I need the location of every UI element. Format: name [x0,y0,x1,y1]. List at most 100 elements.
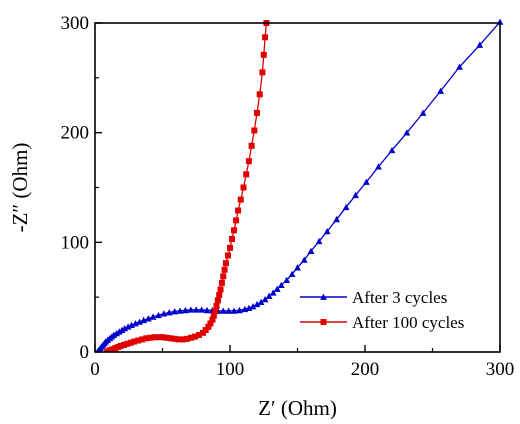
series-2-point-18 [167,335,174,342]
series-1-point-14 [121,325,129,332]
series-1-point-19 [140,316,147,324]
series-1-point-40 [249,303,257,310]
series-2-point-7 [124,340,131,347]
series-2-point-55 [259,69,266,76]
series-2-point-23 [187,334,194,341]
series-1-point-39 [245,304,253,312]
series-2-point-8 [127,339,134,346]
series-1-point-29 [192,306,200,313]
series-2-point-45 [233,217,240,224]
series-2-point-24 [191,333,198,340]
series-1-point-31 [203,306,211,314]
series-1-point-48 [283,276,291,284]
series-2-point-16 [159,334,166,341]
y-axis-title: -Z″ (Ohm) [8,143,32,233]
series-1-point-27 [182,306,189,314]
series-2-point-14 [151,334,158,341]
series-1-point-35 [225,307,233,314]
series-2-point-9 [131,338,138,345]
series-1 [95,19,504,352]
series-2 [104,20,270,352]
series-2-point-56 [260,51,267,58]
series-2-point-35 [216,291,223,298]
x-axis-title: Z′ (Ohm) [258,396,337,419]
x-tick-label-1: 100 [216,359,245,380]
series-1-point-50 [294,264,301,271]
series-2-point-31 [210,312,217,319]
legend-label-1: After 3 cycles [352,288,447,307]
series-1-point-36 [230,307,238,314]
y-tick-label-0: 0 [80,342,90,363]
series-1-point-23 [160,310,168,317]
series-1-point-42 [257,298,265,305]
y-tick-label-3: 300 [61,13,90,34]
series-1-point-41 [253,300,261,308]
legend: After 3 cycles After 100 cycles [300,288,464,332]
series-1-point-65 [476,41,484,48]
series-1-point-57 [352,191,359,199]
series-layer [95,19,504,352]
series-1-point-64 [456,63,463,70]
series-1-point-46 [273,285,281,292]
series-2-point-49 [243,171,250,178]
series-1-point-24 [165,309,173,316]
series-2-point-29 [207,320,214,327]
series-2-point-54 [256,91,263,98]
series-1-point-18 [136,318,143,325]
series-1-point-30 [198,306,206,313]
series-2-point-53 [254,109,260,116]
series-2-point-34 [214,297,221,304]
series-1-point-60 [388,146,396,154]
series-2-point-12 [143,335,150,342]
series-2-point-50 [245,158,252,165]
y-tick-label-2: 200 [61,123,90,144]
series-2-point-46 [235,207,242,214]
series-1-point-62 [419,109,427,116]
x-tick-label-2: 200 [351,359,380,380]
series-1-point-26 [176,307,184,314]
series-1-point-43 [261,295,269,303]
series-2-point-6 [121,341,128,348]
legend-label-2: After 100 cycles [352,313,464,332]
series-1-point-47 [277,281,285,288]
series-2-point-5 [117,342,124,349]
series-1-point-59 [375,163,382,170]
series-1-point-12 [115,328,123,335]
series-1-point-34 [219,307,227,314]
series-1-point-55 [333,215,341,223]
series-1-point-51 [300,256,308,263]
series-2-point-39 [221,266,228,273]
series-2-point-47 [237,196,244,203]
series-1-point-53 [315,237,323,245]
series-1-point-52 [307,247,315,254]
series-2-point-33 [213,302,220,309]
series-2-point-21 [179,336,186,343]
series-1-point-15 [124,323,132,330]
series-2-point-19 [171,335,178,342]
series-1-point-44 [265,292,273,299]
series-1-point-45 [269,289,277,296]
series-2-point-37 [218,279,225,286]
series-2-point-44 [231,227,238,234]
series-1-point-58 [362,178,370,185]
series-1-point-16 [128,321,135,329]
series-1-point-63 [437,87,444,94]
axes-layer: 00 100 100 200 200 300 300 [61,13,515,380]
legend-marker-1 [320,293,327,300]
series-2-point-13 [147,334,154,341]
series-1-point-22 [155,311,162,319]
series-1-point-49 [288,270,296,278]
series-2-point-32 [212,308,219,315]
series-1-point-37 [236,306,243,314]
series-1-point-20 [144,315,152,322]
series-2-point-38 [220,273,227,280]
series-1-point-11 [113,329,120,337]
series-2-point-10 [135,337,142,344]
series-2-point-57 [262,34,269,41]
series-1-point-56 [342,203,350,211]
series-2-point-41 [224,252,231,259]
series-2-point-52 [251,127,258,134]
series-2-point-51 [248,142,255,149]
series-2-point-11 [139,336,146,343]
